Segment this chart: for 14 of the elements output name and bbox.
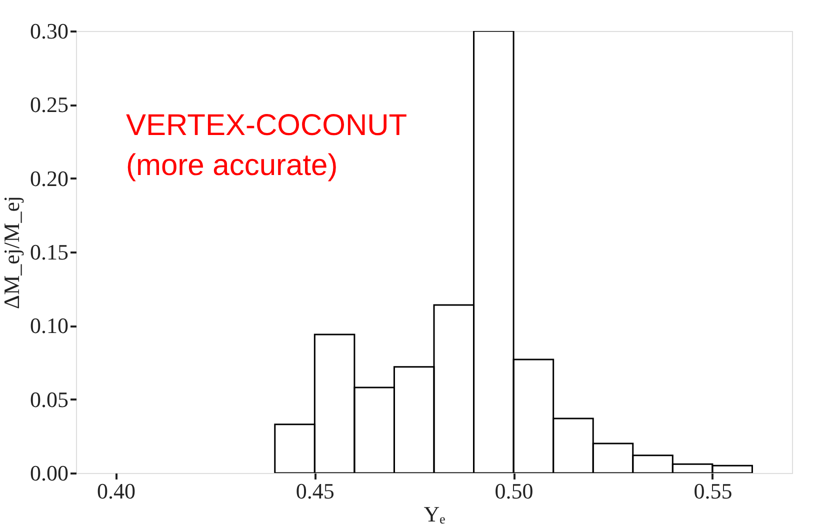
y-tick-label: 0.05: [30, 386, 68, 412]
x-tick-label: 0.45: [296, 478, 334, 504]
y-tick-label: 0.30: [30, 18, 68, 44]
x-tick-label: 0.55: [694, 478, 732, 504]
y-tick-label: 0.25: [30, 92, 68, 118]
y-axis-title: ΔM_ej/M_ej: [0, 196, 24, 310]
y-tick-label: 0.15: [30, 240, 68, 264]
x-tick-label: 0.40: [97, 478, 136, 504]
y-tick-label: 0.00: [30, 460, 68, 486]
y-tick-label: 0.20: [30, 166, 68, 191]
x-tick-label: 0.50: [494, 478, 534, 504]
annotation: VERTEX-COCONUT (more accurate): [126, 109, 408, 182]
x-axis-title: Yₑ: [424, 502, 446, 526]
y-tick-label: 0.10: [30, 313, 68, 338]
